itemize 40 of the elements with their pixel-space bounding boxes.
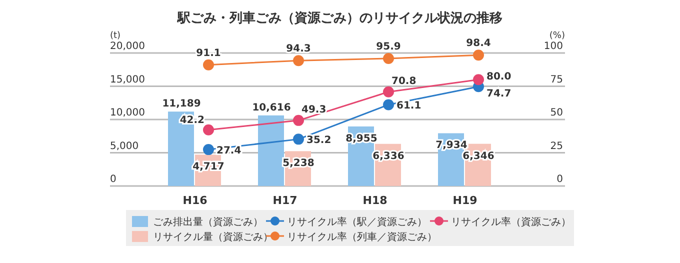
y-tick-label: 15,000: [110, 74, 145, 86]
y2-axis-title: (%): [549, 31, 565, 41]
legend-label: リサイクル率（資源ごみ）: [451, 216, 571, 228]
y-tick-label: 10,000: [110, 108, 145, 118]
y2-tick-label: 100: [544, 41, 563, 52]
legend-label: リサイクル率（列車／資源ごみ）: [287, 231, 437, 243]
y-tick-label: 0: [110, 174, 116, 185]
y-tick-label: 20,000: [110, 41, 145, 52]
x-tick-label: H19: [452, 194, 478, 207]
y2-tick-label: 50: [550, 108, 563, 118]
y-axis-title: (t): [110, 31, 121, 41]
data-label: 95.9: [376, 41, 401, 52]
legend-label: リサイクル率（駅／資源ごみ）: [287, 216, 427, 228]
data-label: 35.2: [306, 135, 332, 146]
chart-title: 駅ごみ・列車ごみ（資源ごみ）のリサイクル状況の推移: [176, 11, 502, 26]
y2-tick-label: 25: [550, 140, 563, 152]
data-label: 5,238: [282, 158, 314, 170]
data-label: 98.4: [466, 38, 491, 50]
data-label: 42.2: [180, 114, 205, 126]
x-tick-label: H16: [182, 194, 208, 207]
data-label: 27.4: [216, 146, 242, 157]
data-label: 6,346: [462, 150, 494, 162]
data-label: 11,189: [162, 98, 201, 110]
y-tick-label: 5,000: [110, 140, 139, 152]
data-label: 74.7: [486, 88, 512, 100]
data-label: 70.8: [392, 76, 416, 87]
data-label: 10,616: [252, 102, 291, 114]
legend-label: リサイクル量（資源ごみ）: [153, 231, 273, 243]
data-label: 4,717: [192, 162, 224, 173]
data-label: 94.3: [286, 44, 311, 55]
data-label: 61.1: [396, 100, 422, 112]
data-label: 80.0: [486, 72, 512, 83]
data-label: 49.3: [302, 104, 326, 116]
data-label: 91.1: [196, 48, 221, 59]
y2-tick-label: 75: [550, 74, 563, 86]
data-label: 6,336: [372, 150, 404, 162]
x-tick-label: H17: [272, 194, 298, 207]
legend-label: ごみ排出量（資源ごみ）: [153, 216, 263, 228]
y2-tick-label: 0: [556, 174, 563, 185]
x-tick-label: H18: [362, 194, 388, 207]
